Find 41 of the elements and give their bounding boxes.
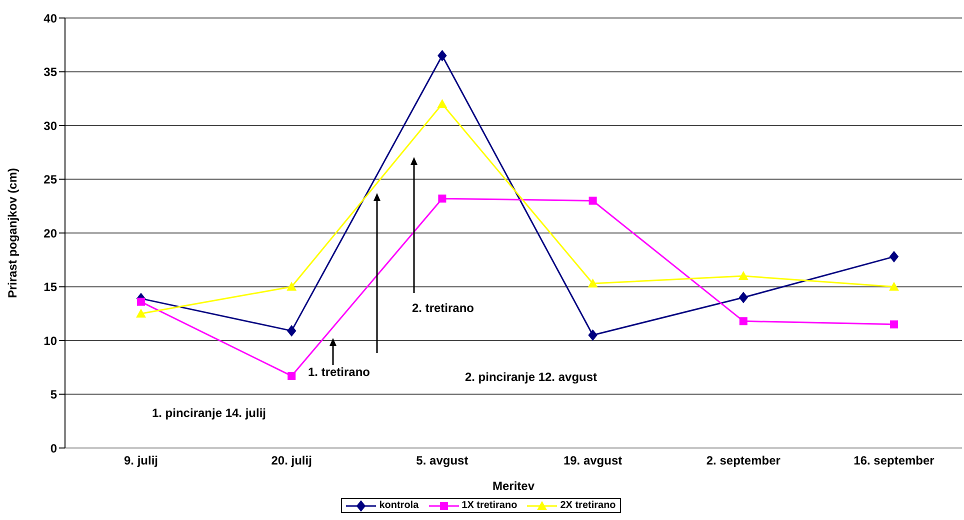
x-tick-label: 19. avgust [563,454,622,468]
point [287,325,296,336]
x-tick-label: 5. avgust [416,454,468,468]
point [588,330,598,341]
point [438,50,447,62]
point [137,298,145,306]
point [889,282,899,291]
point [286,282,297,291]
point [738,271,748,280]
point [136,308,146,318]
y-tick-label: 0 [50,441,58,456]
annotation: 1. pinciranje 14. julij [152,406,266,420]
annotation: 2. tretirano [412,301,474,316]
point [588,196,597,205]
legend-label: kontrola [378,499,419,512]
legend-label: 2X tretirano [559,499,616,512]
y-tick-label: 40 [44,11,58,26]
annotation: 1. tretirano [308,365,370,380]
point [739,317,748,326]
annotation: 2. pinciranje 12. avgust [464,370,598,384]
y-tick-label: 25 [44,172,58,187]
x-tick-label: 20. julij [271,454,312,468]
x-tick-label: 2. september [706,454,781,468]
y-tick-label: 20 [44,226,58,240]
point [890,251,898,262]
point [437,99,448,108]
legend-label: 1X tretirano [460,499,518,512]
y-tick-label: 5 [50,388,58,402]
point [288,372,296,380]
point [588,278,598,288]
x-axis-title: Meritev [492,479,535,493]
y-tick-label: 10 [44,334,58,348]
y-tick-label: 15 [44,280,58,294]
y-axis-title: Prirast poganjkov (cm) [5,168,20,298]
x-tick-label: 9. julij [124,454,158,468]
point [890,320,898,328]
y-tick-label: 35 [44,65,58,80]
x-tick-label: 16. september [854,454,935,468]
point [738,292,748,303]
point [438,194,446,203]
y-tick-label: 30 [44,118,58,133]
